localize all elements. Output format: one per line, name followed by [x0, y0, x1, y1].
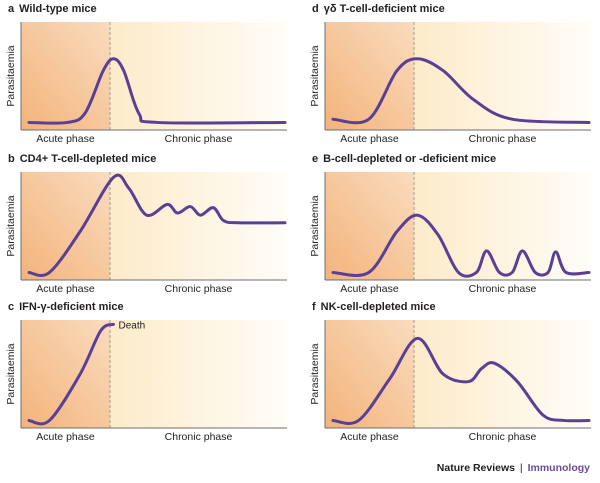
panel-chart: Parasitaemia Acute phase Chronic phase	[309, 172, 591, 295]
y-axis-label: Parasitaemia	[309, 45, 321, 106]
acute-phase-region	[325, 22, 414, 130]
acute-phase-label: Acute phase	[36, 283, 95, 295]
acute-phase-region	[21, 22, 110, 130]
footer-credit: Nature Reviews | Immunology	[437, 462, 590, 474]
panel-title-text: NK-cell-depleted mice	[320, 301, 436, 313]
panel-title: a Wild-type mice	[8, 3, 97, 15]
panel-title: c IFN-γ-deficient mice	[8, 301, 124, 313]
y-axis-label: Parasitaemia	[5, 195, 17, 256]
panel-title-text: CD4+ T-cell-depleted mice	[19, 153, 157, 165]
parasitaemia-curve	[27, 322, 115, 426]
panel-title-text: IFN-γ-deficient mice	[19, 301, 124, 313]
panel-chart: Parasitaemia Acute phase Chronic phase Deat…	[5, 320, 287, 443]
panel-chart: Parasitaemia Acute phase Chronic phase	[5, 22, 287, 145]
panel-chart: Parasitaemia Acute phase Chronic phase	[309, 22, 591, 145]
acute-phase-region	[21, 320, 110, 428]
acute-phase-region	[325, 172, 414, 280]
y-axis-label: Parasitaemia	[5, 45, 17, 106]
death-annotation: Death	[118, 320, 145, 331]
panel-title-text: γδ T-cell-deficient mice	[323, 3, 445, 15]
acute-phase-region	[21, 172, 110, 280]
y-axis-label: Parasitaemia	[309, 343, 321, 404]
chronic-phase-label: Chronic phase	[469, 431, 537, 443]
chronic-phase-region	[414, 172, 591, 280]
panel-chart: Parasitaemia Acute phase Chronic phase	[309, 320, 591, 443]
chronic-phase-label: Chronic phase	[469, 283, 537, 295]
panel-letter: c	[8, 301, 15, 313]
panel-letter: a	[8, 3, 15, 15]
acute-phase-label: Acute phase	[340, 431, 399, 443]
parasitaemia-curve	[331, 213, 591, 278]
chronic-phase-label: Chronic phase	[469, 133, 537, 145]
y-axis-label: Parasitaemia	[5, 343, 17, 404]
parasitaemia-curve	[27, 173, 287, 277]
footer-separator: |	[519, 462, 523, 474]
chronic-phase-region	[110, 22, 287, 130]
panel-letter: e	[312, 153, 319, 165]
acute-phase-region	[325, 320, 414, 428]
panel-letter: d	[312, 3, 319, 15]
parasitaemia-curve	[27, 57, 287, 125]
parasitaemia-curve	[331, 336, 591, 425]
panel-title: f NK-cell-depleted mice	[312, 301, 436, 313]
acute-phase-label: Acute phase	[340, 133, 399, 145]
panel-title: e B-cell-depleted or -deficient mice	[312, 153, 496, 165]
panel-e-b-cell-deficient: e B-cell-depleted or -deficient mice Paras…	[308, 150, 598, 298]
panel-chart: Parasitaemia Acute phase Chronic phase	[5, 172, 287, 295]
panel-title: b CD4+ T-cell-depleted mice	[8, 153, 156, 165]
panel-b-cd4-depleted: b CD4+ T-cell-depleted mice Parasitaemia Ac…	[4, 150, 294, 298]
panel-title-text: Wild-type mice	[19, 3, 97, 15]
chronic-phase-region	[110, 320, 287, 428]
acute-phase-label: Acute phase	[340, 283, 399, 295]
chronic-phase-label: Chronic phase	[165, 431, 233, 443]
parasitaemia-curve	[331, 57, 591, 125]
panel-letter: b	[8, 153, 15, 165]
acute-phase-label: Acute phase	[36, 431, 95, 443]
chronic-phase-region	[414, 320, 591, 428]
acute-phase-label: Acute phase	[36, 133, 95, 145]
panel-f-nk-depleted: f NK-cell-depleted mice Parasitaemia Acute …	[308, 298, 598, 446]
y-axis-label: Parasitaemia	[309, 195, 321, 256]
panel-title: d γδ T-cell-deficient mice	[312, 3, 445, 15]
footer-publisher: Nature Reviews	[436, 462, 515, 474]
chronic-phase-label: Chronic phase	[165, 283, 233, 295]
panel-c-ifn-gamma-deficient: c IFN-γ-deficient mice Parasitaemia Acute p…	[4, 298, 294, 446]
panel-a-wild-type: a Wild-type mice Parasitaemia Acute phase Ch…	[4, 0, 294, 148]
panel-letter: f	[312, 301, 316, 313]
panel-title-text: B-cell-depleted or -deficient mice	[323, 153, 497, 165]
footer-journal: Immunology	[527, 462, 590, 474]
chronic-phase-region	[110, 172, 287, 280]
chronic-phase-region	[414, 22, 591, 130]
chronic-phase-label: Chronic phase	[165, 133, 233, 145]
panel-d-gamma-delta-deficient: d γδ T-cell-deficient mice Parasitaemia Acu…	[308, 0, 598, 148]
